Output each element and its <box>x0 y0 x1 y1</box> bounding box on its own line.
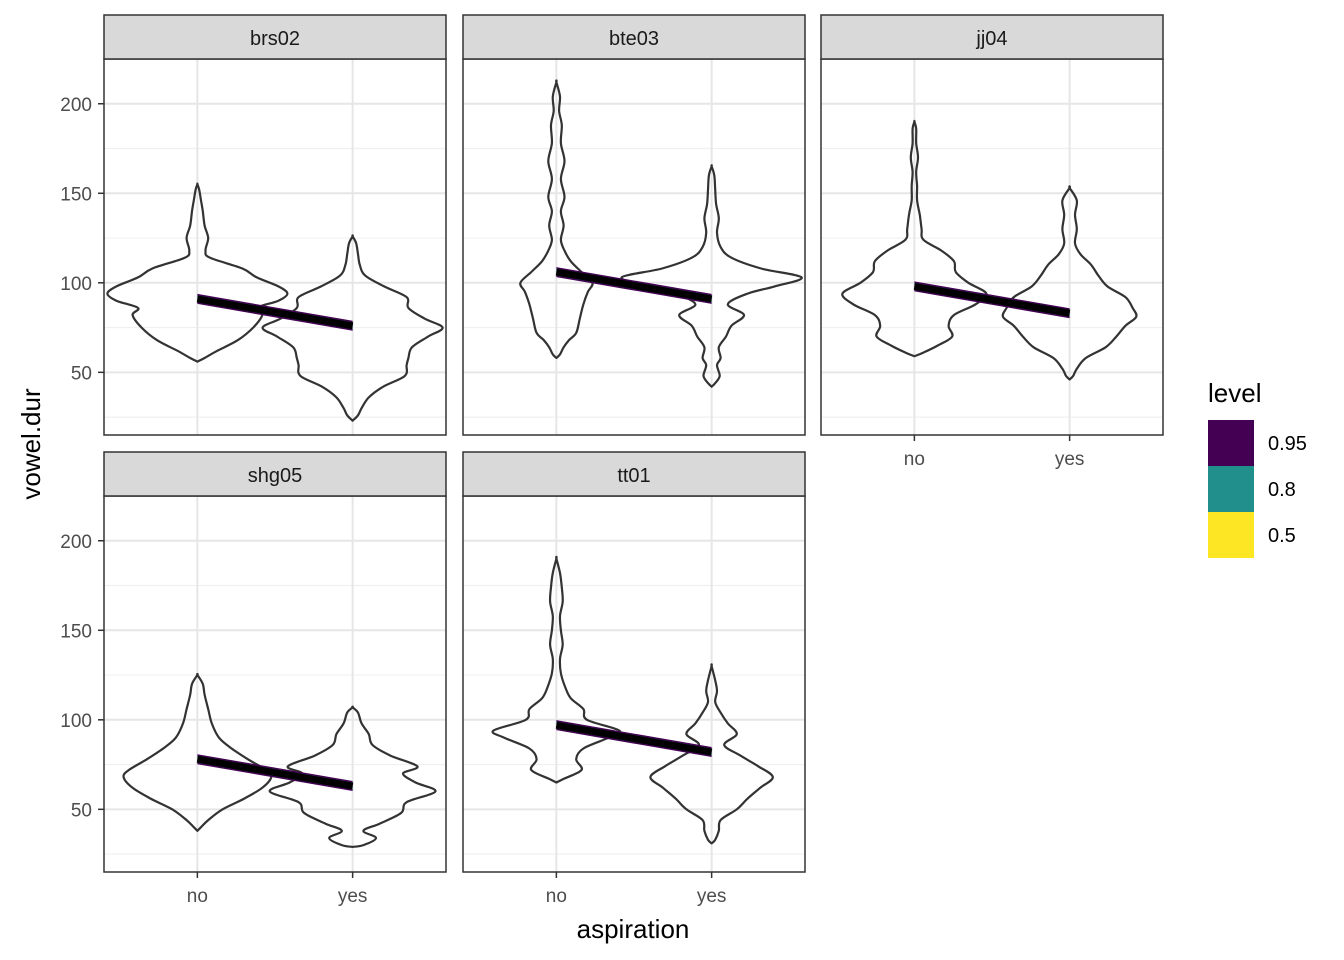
facet-strip <box>103 451 447 497</box>
legend-key-0.8 <box>1208 466 1254 512</box>
y-tick-label: 200 <box>60 95 92 116</box>
legend: level 0.95 0.8 0.5 <box>1208 378 1307 558</box>
legend-key-0.95 <box>1208 420 1254 466</box>
facet-label: bte03 <box>609 28 659 50</box>
y-tick-label: 200 <box>60 532 92 553</box>
x-axis-title: aspiration <box>577 914 690 944</box>
y-tick-label: 100 <box>60 274 92 295</box>
x-tick-label: no <box>904 449 925 470</box>
panel-background <box>463 496 805 872</box>
y-tick-label: 150 <box>60 621 92 642</box>
legend-label: 0.95 <box>1268 433 1307 455</box>
facet-panel-brs02: brs02 50 100 150 200 <box>60 14 447 436</box>
y-tick-label: 150 <box>60 184 92 205</box>
facet-panel-bte03: bte03 <box>462 14 806 436</box>
legend-label: 0.8 <box>1268 479 1296 501</box>
legend-label: 0.5 <box>1268 525 1296 547</box>
fit-line-tt01 <box>555 721 713 756</box>
violin-bte03-yes <box>620 164 803 388</box>
y-axis-title: vowel.dur <box>16 388 46 500</box>
fit-line-jj04 <box>913 282 1071 317</box>
facet-panel-jj04: jj04 no yes <box>820 14 1164 470</box>
facet-label: jj04 <box>975 28 1007 50</box>
y-tick-label: 50 <box>71 363 92 384</box>
legend-key-0.5 <box>1208 512 1254 558</box>
x-tick-label: yes <box>338 886 368 907</box>
violin-tt01-no <box>491 555 622 784</box>
facet-panel-shg05: shg05 50 100 150 200 no yes <box>60 451 447 907</box>
panel-background <box>104 59 446 435</box>
violin-shg05-no <box>122 672 273 832</box>
fit-line-bte03 <box>555 268 713 303</box>
facet-label: brs02 <box>250 28 300 50</box>
x-tick-label: yes <box>697 886 727 907</box>
facet-strip <box>820 14 1164 60</box>
violin-tt01-yes <box>649 663 774 845</box>
violin-brs02-yes <box>261 234 444 422</box>
x-tick-label: no <box>187 886 208 907</box>
x-tick-label: yes <box>1055 449 1085 470</box>
fit-line-brs02 <box>196 295 354 330</box>
violin-jj04-yes <box>1001 185 1138 381</box>
legend-title: level <box>1208 378 1261 408</box>
facet-label: shg05 <box>248 465 303 487</box>
facet-strip <box>462 451 806 497</box>
y-tick-label: 100 <box>60 711 92 732</box>
panel-background <box>821 59 1163 435</box>
facet-panels: brs02 50 100 150 200 bte03 jj04 no yes shg05 50 100… <box>60 14 1164 907</box>
y-tick-label: 50 <box>71 800 92 821</box>
facet-strip <box>462 14 806 60</box>
violin-shg05-yes <box>268 705 437 848</box>
fit-line-shg05 <box>196 755 354 790</box>
x-tick-label: no <box>546 886 567 907</box>
violin-bte03-no <box>519 79 594 360</box>
panel-background <box>463 59 805 435</box>
facet-label: tt01 <box>617 465 650 487</box>
violin-brs02-no <box>106 182 289 363</box>
violin-jj04-no <box>841 119 988 358</box>
facet-panel-tt01: tt01 no yes <box>462 451 806 907</box>
facet-strip <box>103 14 447 60</box>
